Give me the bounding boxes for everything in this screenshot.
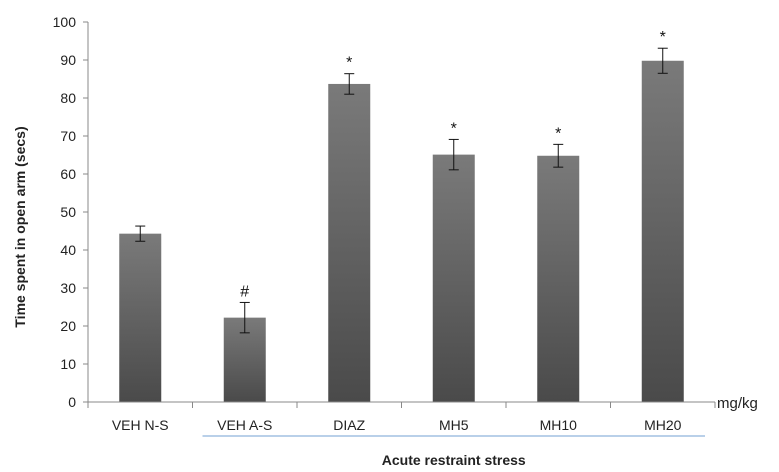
significance-marker: # — [240, 283, 249, 300]
x-axis-unit-label: mg/kg — [717, 395, 758, 412]
significance-marker: * — [451, 120, 457, 137]
y-axis: 0 10 20 30 40 50 60 70 80 90 100 — [53, 14, 89, 410]
significance-marker: * — [555, 125, 561, 142]
y-tick-label: 20 — [60, 318, 76, 334]
x-tick-label: DIAZ — [333, 417, 365, 433]
y-tick-label: 90 — [60, 52, 76, 68]
y-axis-title: Time spent in open arm (secs) — [12, 126, 28, 327]
x-tick-label: VEH A-S — [217, 417, 272, 433]
x-tick-label: MH20 — [644, 417, 682, 433]
significance-marker: * — [660, 29, 666, 46]
y-tick-label: 70 — [60, 128, 76, 144]
bars: # * * * * — [119, 29, 684, 402]
y-tick-label: 40 — [60, 242, 76, 258]
y-tick-label: 100 — [53, 14, 77, 30]
bar — [328, 83, 371, 402]
bar — [119, 233, 162, 402]
significance-marker: * — [346, 55, 352, 72]
x-axis-title: Acute restraint stress — [382, 452, 526, 468]
x-tick-label: VEH N-S — [112, 417, 169, 433]
x-tick-label: MH5 — [439, 417, 469, 433]
x-axis: VEH N-S VEH A-S DIAZ MH5 MH10 MH20 — [87, 401, 716, 433]
bar — [641, 60, 684, 402]
y-tick-label: 60 — [60, 166, 76, 182]
y-tick-label: 50 — [60, 204, 76, 220]
y-tick-label: 10 — [60, 356, 76, 372]
bar — [537, 155, 580, 402]
x-tick-label: MH10 — [540, 417, 578, 433]
y-tick-label: 30 — [60, 280, 76, 296]
y-tick-label: 80 — [60, 90, 76, 106]
bar — [432, 154, 475, 402]
y-tick-label: 0 — [68, 394, 76, 410]
